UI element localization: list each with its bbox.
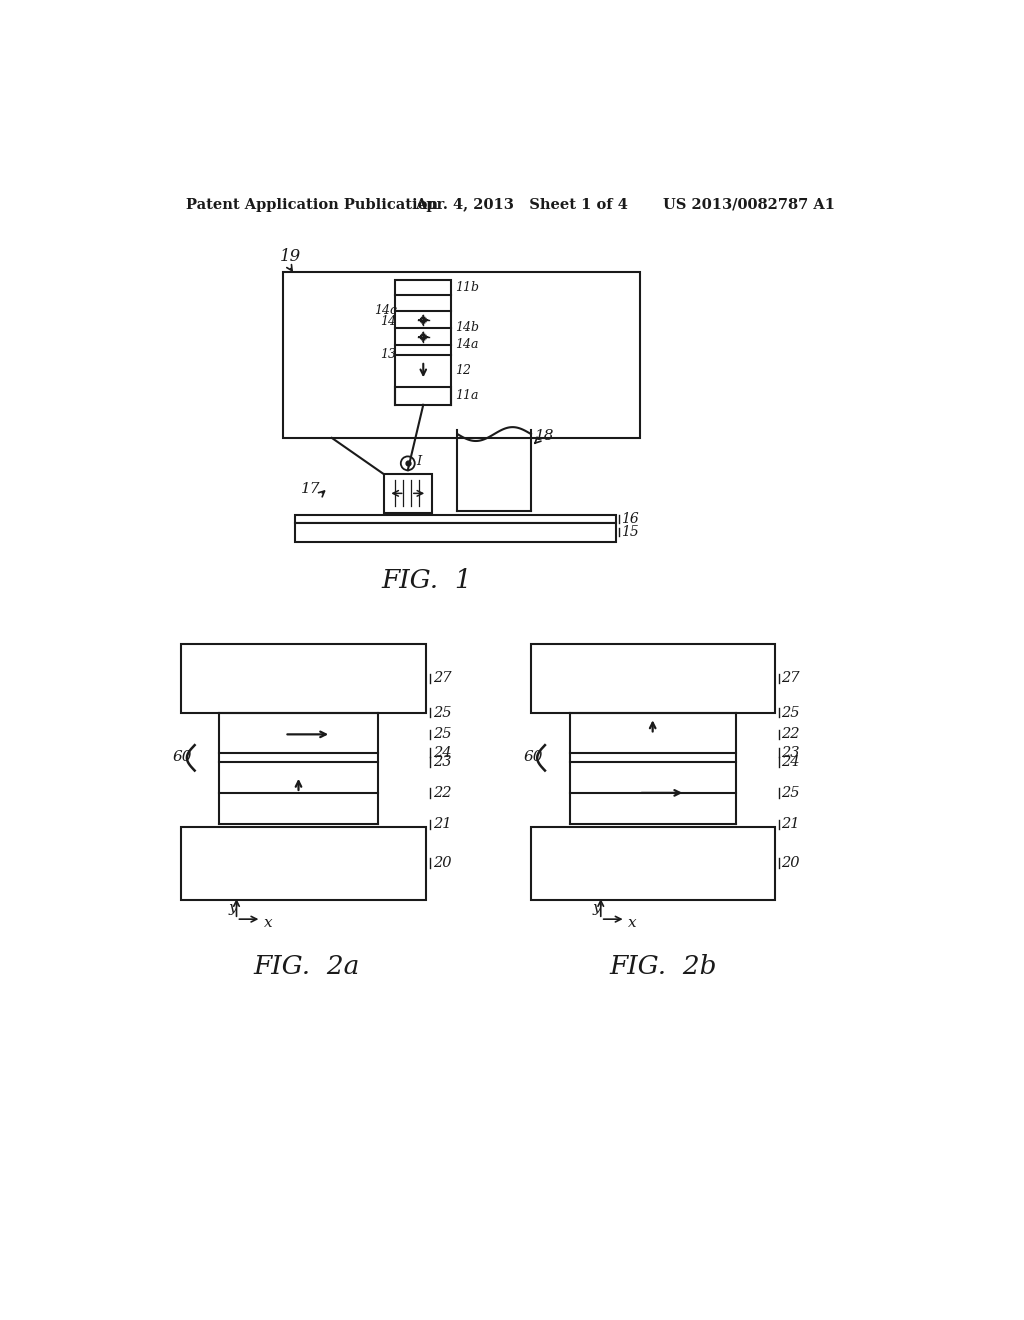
Text: x: x xyxy=(628,916,637,931)
Text: 11a: 11a xyxy=(455,389,478,403)
Bar xyxy=(180,644,426,713)
Bar xyxy=(295,515,616,523)
Text: 60: 60 xyxy=(173,751,193,764)
Text: 14a: 14a xyxy=(455,338,478,351)
Text: 15: 15 xyxy=(621,525,639,539)
Text: 17: 17 xyxy=(301,482,321,496)
Text: y: y xyxy=(593,900,602,915)
Text: 21: 21 xyxy=(432,817,452,832)
Text: 20: 20 xyxy=(432,855,452,870)
Text: y: y xyxy=(228,900,238,915)
Text: 27: 27 xyxy=(781,671,800,685)
Text: 16: 16 xyxy=(621,512,639,525)
Text: 24: 24 xyxy=(781,755,800,770)
Bar xyxy=(384,474,432,512)
Bar xyxy=(180,826,426,900)
Text: 27: 27 xyxy=(432,671,452,685)
Text: 23: 23 xyxy=(432,755,452,770)
Bar xyxy=(395,280,452,296)
Text: 21: 21 xyxy=(781,817,800,832)
Text: 13: 13 xyxy=(380,348,396,362)
Text: 23: 23 xyxy=(781,746,800,760)
Bar xyxy=(395,387,452,405)
Text: 19: 19 xyxy=(280,248,301,265)
Bar xyxy=(531,826,775,900)
Text: 14c: 14c xyxy=(374,305,396,317)
Text: FIG.  1: FIG. 1 xyxy=(381,568,472,593)
Text: US 2013/0082787 A1: US 2013/0082787 A1 xyxy=(663,198,835,211)
Text: 18: 18 xyxy=(535,429,554,444)
Text: 12: 12 xyxy=(455,363,471,376)
Text: FIG.  2a: FIG. 2a xyxy=(253,954,359,979)
Text: 22: 22 xyxy=(432,785,452,800)
Text: FIG.  2b: FIG. 2b xyxy=(609,954,717,979)
Bar xyxy=(295,523,616,543)
Text: 25: 25 xyxy=(781,785,800,800)
Text: I: I xyxy=(417,454,422,467)
Text: 60: 60 xyxy=(523,751,543,764)
Text: 25: 25 xyxy=(781,706,800,719)
Text: 25: 25 xyxy=(432,706,452,719)
Text: Patent Application Publication: Patent Application Publication xyxy=(186,198,438,211)
Text: 14: 14 xyxy=(380,315,396,329)
Text: 22: 22 xyxy=(781,727,800,742)
Text: 20: 20 xyxy=(781,855,800,870)
Text: 24: 24 xyxy=(432,746,452,760)
Text: x: x xyxy=(263,916,272,931)
Bar xyxy=(531,644,775,713)
Text: 25: 25 xyxy=(432,727,452,742)
Bar xyxy=(283,272,640,438)
Text: Apr. 4, 2013   Sheet 1 of 4: Apr. 4, 2013 Sheet 1 of 4 xyxy=(415,198,628,211)
Text: 11b: 11b xyxy=(455,281,479,294)
Text: 14b: 14b xyxy=(455,321,479,334)
